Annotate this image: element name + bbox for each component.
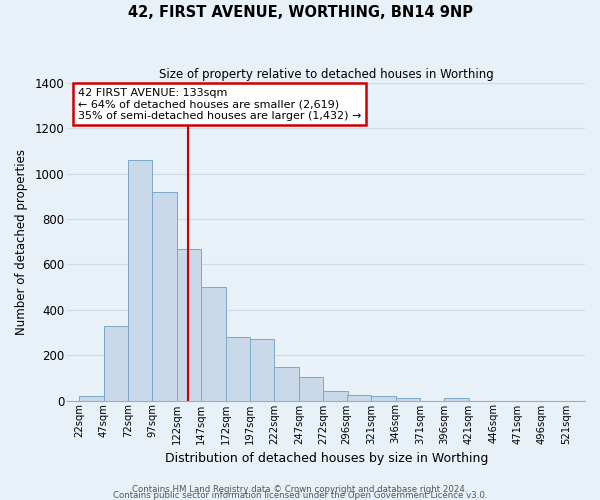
Text: 42, FIRST AVENUE, WORTHING, BN14 9NP: 42, FIRST AVENUE, WORTHING, BN14 9NP [128, 5, 473, 20]
Bar [347, 395, 371, 400]
Bar [274, 366, 299, 400]
Y-axis label: Number of detached properties: Number of detached properties [15, 149, 28, 335]
Bar [250, 340, 274, 400]
Bar [371, 396, 395, 400]
Text: 42 FIRST AVENUE: 133sqm
← 64% of detached houses are smaller (2,619)
35% of semi: 42 FIRST AVENUE: 133sqm ← 64% of detache… [78, 88, 361, 121]
Bar [79, 396, 104, 400]
Text: Contains HM Land Registry data © Crown copyright and database right 2024.: Contains HM Land Registry data © Crown c… [132, 484, 468, 494]
Bar [177, 248, 201, 400]
Bar [395, 398, 420, 400]
Bar [201, 287, 226, 401]
Bar [299, 376, 323, 400]
Bar [323, 392, 348, 400]
Bar [128, 160, 152, 400]
Bar [445, 398, 469, 400]
Bar [104, 326, 128, 400]
Bar [152, 192, 177, 400]
X-axis label: Distribution of detached houses by size in Worthing: Distribution of detached houses by size … [164, 452, 488, 465]
Title: Size of property relative to detached houses in Worthing: Size of property relative to detached ho… [159, 68, 494, 80]
Text: Contains public sector information licensed under the Open Government Licence v3: Contains public sector information licen… [113, 490, 487, 500]
Bar [226, 337, 250, 400]
